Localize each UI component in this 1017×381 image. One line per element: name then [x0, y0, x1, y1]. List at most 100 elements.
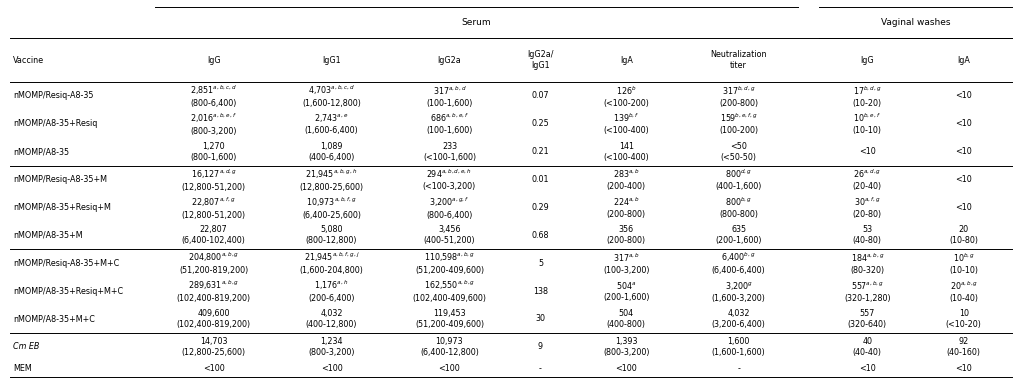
- Text: IgG2a: IgG2a: [437, 56, 462, 64]
- Text: 0.21: 0.21: [532, 147, 549, 156]
- Text: 356
(200-800): 356 (200-800): [607, 225, 646, 245]
- Text: 3,200$^{g}$
(1,600-3,200): 3,200$^{g}$ (1,600-3,200): [712, 280, 766, 303]
- Text: nMOMP/A8-35+Resiq+M+C: nMOMP/A8-35+Resiq+M+C: [13, 287, 123, 296]
- Text: 557$^{a,b,g}$
(320-1,280): 557$^{a,b,g}$ (320-1,280): [844, 279, 891, 303]
- Text: 119,453
(51,200-409,600): 119,453 (51,200-409,600): [415, 309, 484, 329]
- Text: 289,631$^{a,b,g}$
(102,400-819,200): 289,631$^{a,b,g}$ (102,400-819,200): [177, 279, 251, 303]
- Text: 20
(10-80): 20 (10-80): [949, 225, 978, 245]
- Text: 92
(40-160): 92 (40-160): [947, 337, 980, 357]
- Text: 139$^{b,f}$
(<100-400): 139$^{b,f}$ (<100-400): [603, 112, 649, 136]
- Text: Neutralization
titer: Neutralization titer: [711, 50, 767, 70]
- Text: IgG2a/
IgG1: IgG2a/ IgG1: [527, 50, 553, 70]
- Text: <100: <100: [320, 365, 343, 373]
- Text: 10,973
(6,400-12,800): 10,973 (6,400-12,800): [420, 337, 479, 357]
- Text: IgG1: IgG1: [322, 56, 341, 64]
- Text: 0.29: 0.29: [532, 203, 549, 212]
- Text: 2,851$^{a,b,c,d}$
(800-6,400): 2,851$^{a,b,c,d}$ (800-6,400): [190, 83, 237, 108]
- Text: -: -: [737, 365, 740, 373]
- Text: <100: <100: [202, 365, 225, 373]
- Text: 283$^{a,b}$
(200-400): 283$^{a,b}$ (200-400): [607, 168, 646, 191]
- Text: 800$^{b,g}$
(800-800): 800$^{b,g}$ (800-800): [719, 196, 759, 219]
- Text: nMOMP/A8-35+Resiq: nMOMP/A8-35+Resiq: [13, 119, 98, 128]
- Text: 21,945$^{a,b,f,g,j}$
(1,600-204,800): 21,945$^{a,b,f,g,j}$ (1,600-204,800): [300, 251, 363, 275]
- Text: 22,807$^{a,f,g}$
(12,800-51,200): 22,807$^{a,f,g}$ (12,800-51,200): [182, 195, 246, 220]
- Text: <10: <10: [955, 91, 972, 100]
- Text: 294$^{a,b,d,e,h}$
(<100-3,200): 294$^{a,b,d,e,h}$ (<100-3,200): [423, 168, 476, 191]
- Text: nMOMP/A8-35+M+C: nMOMP/A8-35+M+C: [13, 314, 96, 323]
- Text: 16,127$^{a,d,g}$
(12,800-51,200): 16,127$^{a,d,g}$ (12,800-51,200): [182, 167, 246, 192]
- Text: 141
(<100-400): 141 (<100-400): [603, 142, 649, 162]
- Text: nMOMP/Resiq-A8-35+M+C: nMOMP/Resiq-A8-35+M+C: [13, 259, 119, 268]
- Text: 1,176$^{a,h}$
(200-6,400): 1,176$^{a,h}$ (200-6,400): [308, 279, 355, 303]
- Text: nMOMP/A8-35+M: nMOMP/A8-35+M: [13, 231, 82, 240]
- Text: 21,945$^{a,b,g,h}$
(12,800-25,600): 21,945$^{a,b,g,h}$ (12,800-25,600): [300, 167, 364, 192]
- Text: 5: 5: [538, 259, 543, 268]
- Text: 10
(<10-20): 10 (<10-20): [946, 309, 981, 329]
- Text: 1,234
(800-3,200): 1,234 (800-3,200): [308, 337, 355, 357]
- Text: nMOMP/Resiq-A8-35: nMOMP/Resiq-A8-35: [13, 91, 94, 100]
- Text: 0.01: 0.01: [532, 175, 549, 184]
- Text: 138: 138: [533, 287, 548, 296]
- Text: 635
(200-1,600): 635 (200-1,600): [716, 225, 762, 245]
- Text: 184$^{a,b,g}$
(80-320): 184$^{a,b,g}$ (80-320): [850, 251, 885, 275]
- Text: <10: <10: [955, 203, 972, 212]
- Text: Vaginal washes: Vaginal washes: [881, 18, 950, 27]
- Text: <100: <100: [615, 365, 637, 373]
- Text: <10: <10: [955, 119, 972, 128]
- Text: 10$^{b,e,f}$
(10-10): 10$^{b,e,f}$ (10-10): [853, 112, 882, 136]
- Text: 0.07: 0.07: [532, 91, 549, 100]
- Text: 22,807
(6,400-102,400): 22,807 (6,400-102,400): [182, 225, 246, 245]
- Text: 30$^{a,f,g}$
(20-80): 30$^{a,f,g}$ (20-80): [852, 196, 882, 219]
- Text: -: -: [539, 365, 542, 373]
- Text: 0.25: 0.25: [532, 119, 549, 128]
- Text: 204,800$^{a,b,g}$
(51,200-819,200): 204,800$^{a,b,g}$ (51,200-819,200): [179, 251, 248, 275]
- Text: 2,016$^{a,b,e,f}$
(800-3,200): 2,016$^{a,b,e,f}$ (800-3,200): [190, 112, 237, 136]
- Text: 30: 30: [536, 314, 545, 323]
- Text: <10: <10: [859, 147, 876, 156]
- Text: 3,456
(400-51,200): 3,456 (400-51,200): [424, 225, 475, 245]
- Text: 4,032
(3,200-6,400): 4,032 (3,200-6,400): [712, 309, 766, 329]
- Text: 9: 9: [538, 343, 543, 351]
- Text: 17$^{b,d,g}$
(10-20): 17$^{b,d,g}$ (10-20): [852, 84, 882, 107]
- Text: nMOMP/Resiq-A8-35+M: nMOMP/Resiq-A8-35+M: [13, 175, 107, 184]
- Text: 409,600
(102,400-819,200): 409,600 (102,400-819,200): [177, 309, 251, 329]
- Text: <10: <10: [955, 175, 972, 184]
- Text: 162,550$^{a,b,g}$
(102,400-409,600): 162,550$^{a,b,g}$ (102,400-409,600): [413, 279, 486, 303]
- Text: <100: <100: [438, 365, 461, 373]
- Text: 126$^{b}$
(<100-200): 126$^{b}$ (<100-200): [603, 84, 649, 107]
- Text: Cm EB: Cm EB: [13, 343, 40, 351]
- Text: 1,089
(400-6,400): 1,089 (400-6,400): [308, 142, 355, 162]
- Text: 504$^{a}$
(200-1,600): 504$^{a}$ (200-1,600): [603, 280, 650, 302]
- Text: IgA: IgA: [619, 56, 633, 64]
- Text: IgG: IgG: [860, 56, 874, 64]
- Text: 40
(40-40): 40 (40-40): [853, 337, 882, 357]
- Text: 0.68: 0.68: [532, 231, 549, 240]
- Text: 20$^{a,b,g}$
(10-40): 20$^{a,b,g}$ (10-40): [949, 279, 978, 303]
- Text: 317$^{a,b}$
(100-3,200): 317$^{a,b}$ (100-3,200): [603, 251, 650, 275]
- Text: 159$^{b,e,f,g}$
(100-200): 159$^{b,e,f,g}$ (100-200): [719, 112, 759, 136]
- Text: Vaccine: Vaccine: [13, 56, 45, 64]
- Text: 14,703
(12,800-25,600): 14,703 (12,800-25,600): [182, 337, 246, 357]
- Text: IgG: IgG: [206, 56, 221, 64]
- Text: 686$^{a,b,e,f}$
(100-1,600): 686$^{a,b,e,f}$ (100-1,600): [426, 112, 473, 136]
- Text: <10: <10: [859, 365, 876, 373]
- Text: 5,080
(800-12,800): 5,080 (800-12,800): [306, 225, 357, 245]
- Text: 6,400$^{b,g}$
(6,400-6,400): 6,400$^{b,g}$ (6,400-6,400): [712, 251, 766, 275]
- Text: 10$^{b,g}$
(10-10): 10$^{b,g}$ (10-10): [949, 251, 978, 275]
- Text: 317$^{b,d,g}$
(200-800): 317$^{b,d,g}$ (200-800): [719, 84, 759, 107]
- Text: 504
(400-800): 504 (400-800): [607, 309, 646, 329]
- Text: 1,270
(800-1,600): 1,270 (800-1,600): [190, 142, 237, 162]
- Text: 1,600
(1,600-1,600): 1,600 (1,600-1,600): [712, 337, 766, 357]
- Text: 4,032
(400-12,800): 4,032 (400-12,800): [306, 309, 357, 329]
- Text: <50
(<50-50): <50 (<50-50): [721, 142, 757, 162]
- Text: 3,200$^{a,g,f}$
(800-6,400): 3,200$^{a,g,f}$ (800-6,400): [426, 195, 473, 220]
- Text: <10: <10: [955, 147, 972, 156]
- Text: nMOMP/A8-35+Resiq+M: nMOMP/A8-35+Resiq+M: [13, 203, 111, 212]
- Text: nMOMP/A8-35: nMOMP/A8-35: [13, 147, 69, 156]
- Text: 4,703$^{a,b,c,d}$
(1,600-12,800): 4,703$^{a,b,c,d}$ (1,600-12,800): [302, 83, 361, 108]
- Text: 317$^{a,b,d}$
(100-1,600): 317$^{a,b,d}$ (100-1,600): [426, 84, 473, 107]
- Text: 1,393
(800-3,200): 1,393 (800-3,200): [603, 337, 650, 357]
- Text: MEM: MEM: [13, 365, 32, 373]
- Text: 224$^{a,b}$
(200-800): 224$^{a,b}$ (200-800): [607, 196, 646, 219]
- Text: 10,973$^{a,b,f,g}$
(6,400-25,600): 10,973$^{a,b,f,g}$ (6,400-25,600): [302, 195, 361, 220]
